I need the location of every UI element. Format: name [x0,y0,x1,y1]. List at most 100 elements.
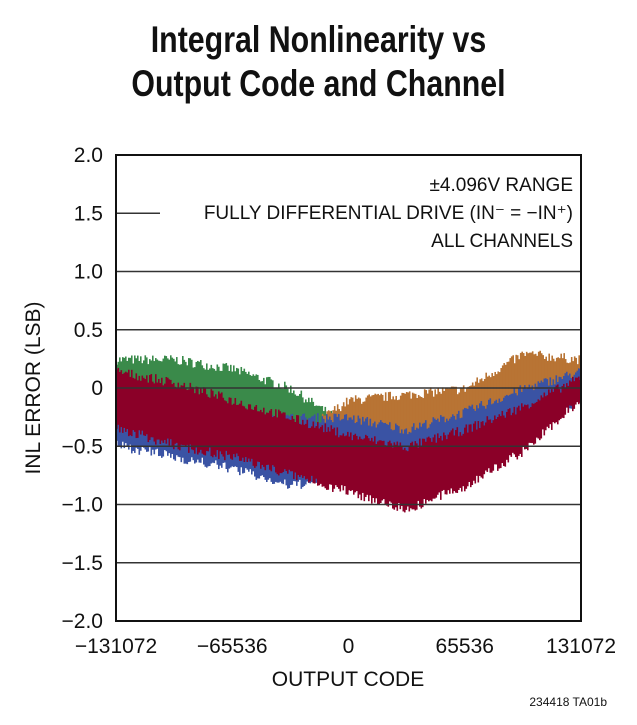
inl-sample [437,388,439,444]
inl-sample [330,425,333,485]
inl-sample [548,389,550,429]
inl-sample [224,363,226,430]
inl-sample [528,408,531,443]
inl-sample [248,404,250,459]
inl-sample [141,375,144,431]
inl-sample [177,382,180,450]
inl-sample [402,393,405,450]
inl-sample [225,363,228,432]
inl-sample [507,361,510,425]
inl-sample [525,405,528,449]
inl-sample [182,356,184,416]
inl-sample [354,395,357,447]
inl-sample [303,424,306,477]
inl-sample [249,404,252,462]
inl-sample [228,397,231,455]
inl-sample [564,387,567,415]
inl-sample [342,433,345,491]
inl-sample [180,385,183,445]
inl-sample [563,383,565,419]
inl-sample [237,368,240,429]
inl-sample [266,412,268,465]
inl-sample [398,446,400,504]
inl-sample [413,393,415,449]
inl-sample [539,400,541,441]
inl-sample [284,381,286,443]
inl-sample [374,393,376,449]
inl-sample [263,377,265,437]
inl-sample [170,379,172,440]
inl-sample [500,368,502,423]
inl-sample [213,396,216,455]
inl-sample [281,413,283,474]
series-bands [116,350,582,513]
inl-sample [530,352,532,419]
inl-sample [417,394,420,448]
inl-sample [480,421,483,478]
inl-sample [377,441,379,504]
inl-sample [426,437,429,500]
inl-sample [395,395,397,448]
inl-sample [312,421,315,484]
inl-sample [363,438,366,502]
series-band-3 [116,367,582,513]
inl-sample [174,386,177,444]
inl-sample [332,429,334,492]
inl-sample [416,398,418,446]
inl-sample [336,427,339,488]
inl-sample [366,435,369,495]
inl-sample [443,432,445,490]
inl-sample [239,403,241,461]
inl-sample [465,424,468,489]
inl-sample [150,374,153,438]
inl-sample [222,363,225,422]
inl-sample [437,433,439,495]
inl-sample [152,381,154,438]
inl-sample [182,385,184,445]
y-tick-label: 2.0 [74,144,103,167]
inl-sample [365,434,367,497]
inl-sample [305,423,307,480]
inl-sample [519,352,522,415]
inl-sample [539,350,541,408]
inl-sample [554,361,556,403]
inl-sample [509,408,511,456]
inl-sample [227,365,229,427]
inl-sample [216,364,219,427]
inl-sample [137,380,139,438]
inl-sample [224,400,226,461]
inl-sample [320,426,322,484]
inl-sample [411,441,414,510]
inl-sample [426,393,429,452]
inl-sample [209,397,211,448]
inl-sample [506,361,508,420]
inl-sample [240,400,243,461]
inl-sample [164,383,166,440]
inl-sample [146,375,148,435]
inl-sample [491,373,493,428]
inl-sample [381,440,384,501]
inl-sample [483,425,486,475]
inl-sample [299,393,301,447]
inl-sample [575,377,577,405]
inl-sample [198,361,201,419]
inl-sample [383,440,385,500]
inl-sample [429,387,432,444]
inl-sample [308,428,310,483]
inl-sample [128,369,130,437]
inl-sample [273,416,276,467]
inl-sample [200,387,202,450]
inl-sample [156,382,159,440]
inl-sample [405,392,408,456]
inl-sample [396,441,399,511]
inl-sample [143,377,145,436]
inl-sample [338,437,340,489]
inl-sample [402,449,405,512]
inl-sample [374,436,376,503]
inl-sample [198,394,201,453]
inl-sample [576,377,579,403]
inl-sample [417,447,420,501]
inl-sample [377,393,379,452]
inl-sample [390,399,393,445]
